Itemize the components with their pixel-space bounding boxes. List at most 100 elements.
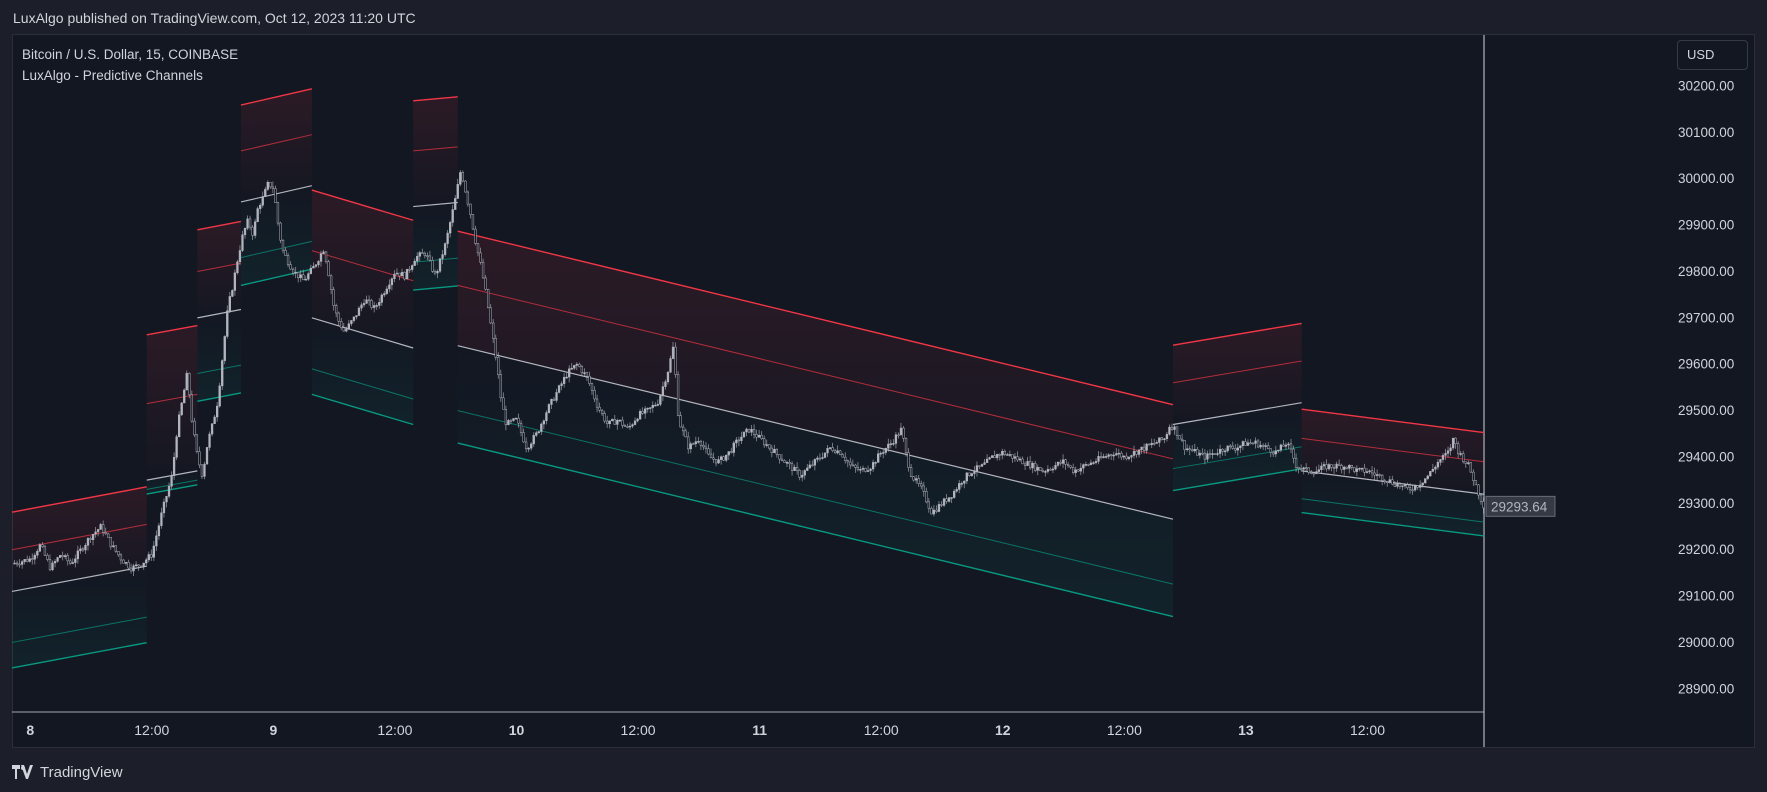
- candle-body: [370, 300, 373, 308]
- candle-body: [945, 498, 948, 502]
- candle-body: [86, 538, 90, 546]
- candle-body: [795, 467, 799, 471]
- candle-body: [367, 299, 371, 302]
- candle-body: [18, 563, 21, 566]
- candle-body: [742, 431, 746, 438]
- candle-body: [980, 464, 984, 467]
- candle-body: [1059, 461, 1062, 464]
- candle-body: [1026, 461, 1029, 466]
- candle-body: [38, 544, 42, 552]
- candle-body: [314, 264, 318, 267]
- candle-body: [973, 471, 976, 474]
- candle-body: [765, 444, 768, 446]
- candle-body: [1332, 467, 1336, 469]
- candle-body: [332, 289, 335, 306]
- candle-body: [1089, 462, 1093, 465]
- candle-body: [676, 374, 680, 416]
- candle-body: [750, 428, 753, 433]
- candle-body: [1155, 442, 1158, 444]
- candle-body: [1272, 452, 1275, 455]
- candle-body: [1297, 467, 1300, 469]
- candle-body: [1259, 445, 1262, 448]
- support-outer-line: [11, 641, 147, 669]
- candle-body: [530, 443, 533, 449]
- candle-body: [720, 456, 723, 460]
- y-tick-label: 30200.00: [1678, 79, 1734, 94]
- candle-body: [1406, 484, 1409, 489]
- candle-body: [937, 504, 941, 512]
- candle-body: [661, 386, 665, 397]
- candle-body: [507, 420, 510, 426]
- x-tick-label: 11: [752, 722, 767, 738]
- candle-body: [1294, 457, 1298, 468]
- candle-body: [124, 562, 128, 564]
- candle-body: [902, 427, 905, 439]
- resistance-inner-line: [11, 523, 147, 551]
- candle-body: [319, 253, 323, 262]
- candle-body: [725, 454, 728, 461]
- candle-body: [1469, 462, 1472, 473]
- candle-body: [1023, 463, 1027, 466]
- candle-body: [532, 435, 535, 445]
- candle-body: [674, 346, 677, 375]
- candle-body: [649, 407, 652, 409]
- candle-body: [702, 445, 705, 448]
- candle-body: [1226, 445, 1229, 452]
- candle-body: [1163, 438, 1166, 440]
- candle-body: [89, 538, 92, 540]
- candle-body: [514, 417, 518, 420]
- indicator-title[interactable]: LuxAlgo - Predictive Channels: [22, 68, 203, 83]
- candle-body: [1168, 426, 1171, 435]
- candle-body: [1175, 426, 1179, 436]
- candle-body: [373, 305, 376, 308]
- candle-body: [1099, 456, 1103, 459]
- candle-body: [783, 460, 786, 463]
- y-tick-label: 29300.00: [1678, 496, 1734, 511]
- candle-body: [91, 534, 95, 540]
- candle-body: [1436, 462, 1440, 468]
- candle-body: [423, 253, 426, 256]
- candle-body: [449, 222, 452, 234]
- candle-body: [851, 464, 855, 467]
- candle-body: [1193, 449, 1196, 452]
- candle-body: [64, 555, 67, 558]
- candle-body: [1011, 454, 1014, 459]
- candle-body: [1416, 485, 1419, 488]
- candle-body: [317, 261, 320, 266]
- candle-body: [616, 420, 619, 425]
- support-outer-line: [457, 442, 1174, 618]
- candle-body: [1444, 453, 1447, 456]
- channel-resistance-zone: [1301, 409, 1484, 495]
- average-line: [11, 565, 147, 593]
- candle-body: [1264, 445, 1267, 447]
- candle-body: [644, 408, 647, 414]
- candle-body: [522, 432, 525, 443]
- candle-body: [441, 254, 444, 259]
- resistance-outer-line: [1172, 322, 1302, 346]
- candle-body: [1039, 467, 1042, 471]
- candle-body: [15, 562, 19, 565]
- candle-body: [362, 303, 366, 306]
- candle-body: [104, 532, 107, 535]
- candle-body: [1381, 474, 1384, 481]
- candle-body: [712, 457, 715, 460]
- candle-body: [1431, 468, 1434, 472]
- candle-body: [69, 560, 72, 564]
- resistance-outer-line: [457, 230, 1174, 406]
- candle-body: [484, 277, 487, 290]
- candle-body: [1115, 453, 1118, 456]
- candle-body: [679, 415, 682, 428]
- candle-body: [185, 373, 188, 391]
- candle-body: [590, 383, 594, 391]
- candle-body: [940, 504, 943, 506]
- symbol-title[interactable]: Bitcoin / U.S. Dollar, 15, COINBASE: [22, 47, 239, 62]
- candle-body: [1074, 469, 1077, 473]
- candle-body: [383, 293, 386, 296]
- candle-body: [651, 405, 654, 408]
- currency-button[interactable]: USD: [1677, 40, 1748, 70]
- candle-body: [1003, 450, 1006, 455]
- candle-body: [1337, 463, 1341, 466]
- candle-body: [451, 209, 454, 223]
- candle-body: [152, 545, 155, 558]
